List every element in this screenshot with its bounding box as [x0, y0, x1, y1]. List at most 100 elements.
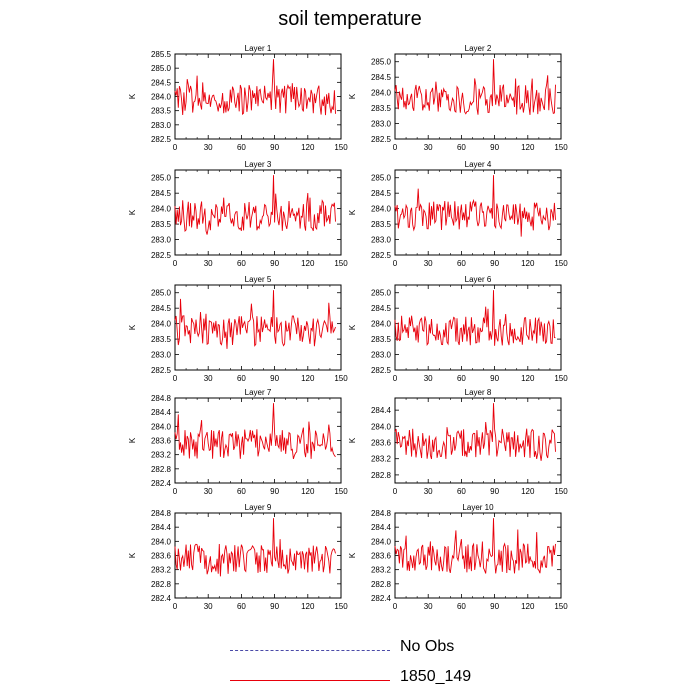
layer-6-title: Layer 6 — [465, 275, 492, 284]
layer-6-ytick-label: 285.0 — [371, 289, 392, 298]
layer-3-series-1850-149 — [174, 175, 336, 235]
layer-7-xtick-label: 120 — [301, 487, 315, 496]
layer-6-xtick-label: 0 — [393, 374, 398, 383]
layer-8-xtick-label: 60 — [457, 487, 466, 496]
layer-3-xtick-label: 120 — [301, 259, 315, 268]
layer-4-ytick-label: 282.5 — [371, 251, 392, 260]
layer-4-ytick-label: 283.0 — [371, 236, 392, 245]
layer-9-ytick-label: 282.4 — [151, 594, 172, 603]
layer-4-xtick-label: 60 — [457, 259, 466, 268]
layer-10-ytick-label: 282.8 — [371, 580, 392, 589]
layer-7-ytick-label: 282.8 — [151, 465, 172, 474]
layer-2-xtick-label: 60 — [457, 143, 466, 152]
legend-swatch-1850-149 — [230, 680, 390, 681]
legend-label-1850-149: 1850_149 — [400, 668, 472, 685]
legend-item-1850-149: 1850_149 — [230, 668, 530, 690]
layer-1-title: Layer 1 — [245, 44, 272, 53]
layer-3-ytick-label: 283.0 — [151, 236, 172, 245]
layer-7-ytick-label: 284.8 — [151, 394, 172, 403]
layer-6-xtick-label: 150 — [554, 374, 568, 383]
layer-10-ytick-label: 283.6 — [371, 552, 392, 561]
layer-5-ytick-label: 282.5 — [151, 366, 172, 375]
layer-5-ytick-label: 284.5 — [151, 304, 172, 313]
layer-6-xtick-label: 90 — [490, 374, 499, 383]
layer-10-ylabel: K — [348, 552, 357, 558]
legend-swatch-no-obs — [230, 650, 390, 651]
layer-2-xtick-label: 0 — [393, 143, 398, 152]
layer-4-ylabel: K — [348, 209, 357, 215]
layer-9-xtick-label: 60 — [237, 602, 246, 611]
layer-2-ytick-label: 283.0 — [371, 120, 392, 129]
layer-10-ytick-label: 284.4 — [371, 523, 392, 532]
layer-3-xtick-label: 60 — [237, 259, 246, 268]
layer-1-xtick-label: 90 — [270, 143, 279, 152]
layer-8-series-1850-149 — [394, 403, 556, 461]
layer-10-xtick-label: 30 — [424, 602, 433, 611]
layer-8-xtick-label: 120 — [521, 487, 535, 496]
layer-3-ytick-label: 282.5 — [151, 251, 172, 260]
layer-2-xtick-label: 120 — [521, 143, 535, 152]
layer-6-series-1850-149 — [394, 290, 556, 346]
layer-10-xtick-label: 120 — [521, 602, 535, 611]
layer-7-ylabel: K — [128, 437, 137, 443]
layer-9-xtick-label: 0 — [173, 602, 178, 611]
layer-5-ytick-label: 283.0 — [151, 351, 172, 360]
layer-2-frame — [394, 53, 562, 140]
layer-4-series-1850-149 — [394, 175, 556, 237]
layer-1-ytick-label: 282.5 — [151, 135, 172, 144]
layer-7-title: Layer 7 — [245, 388, 272, 397]
layer-3-xtick-label: 0 — [173, 259, 178, 268]
layer-10-series-1850-149 — [394, 518, 556, 574]
layer-8-xtick-label: 0 — [393, 487, 398, 496]
layer-10-xtick-label: 60 — [457, 602, 466, 611]
layer-4-xtick-label: 30 — [424, 259, 433, 268]
layer-9-ytick-label: 283.6 — [151, 552, 172, 561]
layer-2-ytick-label: 284.0 — [371, 89, 392, 98]
layer-3-ytick-label: 284.5 — [151, 189, 172, 198]
layer-4-xtick-label: 90 — [490, 259, 499, 268]
layer-9-title: Layer 9 — [245, 503, 272, 512]
layer-4-xtick-label: 0 — [393, 259, 398, 268]
layer-5-series-1850-149 — [174, 290, 336, 349]
layer-5-xtick-label: 30 — [204, 374, 213, 383]
layer-3-title: Layer 3 — [245, 160, 272, 169]
layer-1-xtick-label: 30 — [204, 143, 213, 152]
layer-9-xtick-label: 30 — [204, 602, 213, 611]
layer-1-ytick-label: 285.0 — [151, 64, 172, 73]
layer-7-xtick-label: 30 — [204, 487, 213, 496]
layer-5-xtick-label: 120 — [301, 374, 315, 383]
layer-1-ylabel: K — [128, 93, 137, 99]
layer-6-ytick-label: 284.0 — [371, 320, 392, 329]
figure-title: soil temperature — [278, 8, 422, 30]
layer-5-ytick-label: 285.0 — [151, 289, 172, 298]
layer-8-xtick-label: 30 — [424, 487, 433, 496]
layer-4-ytick-label: 285.0 — [371, 174, 392, 183]
layer-5-ytick-label: 283.5 — [151, 335, 172, 344]
layer-4-xtick-label: 120 — [521, 259, 535, 268]
layer-8-ytick-label: 282.8 — [371, 471, 392, 480]
legend-item-no-obs: No Obs — [230, 638, 530, 660]
layer-6-ytick-label: 282.5 — [371, 366, 392, 375]
layer-2-xtick-label: 30 — [424, 143, 433, 152]
layer-5-ylabel: K — [128, 324, 137, 330]
layer-8-title: Layer 8 — [465, 388, 492, 397]
layer-8-ylabel: K — [348, 437, 357, 443]
layer-6-ylabel: K — [348, 324, 357, 330]
layer-5-title: Layer 5 — [245, 275, 272, 284]
layer-7-ytick-label: 283.2 — [151, 451, 172, 460]
layer-10-xtick-label: 150 — [554, 602, 568, 611]
layer-7-xtick-label: 60 — [237, 487, 246, 496]
layer-7-series-1850-149 — [174, 403, 336, 460]
layer-8-frame — [394, 397, 562, 484]
layer-2-ytick-label: 282.5 — [371, 135, 392, 144]
layer-7-ytick-label: 282.4 — [151, 479, 172, 488]
layer-8-ytick-label: 283.6 — [371, 439, 392, 448]
layer-6-ytick-label: 284.5 — [371, 304, 392, 313]
layer-6-xtick-label: 120 — [521, 374, 535, 383]
layer-7-xtick-label: 90 — [270, 487, 279, 496]
layer-7-ytick-label: 283.6 — [151, 437, 172, 446]
layer-3-xtick-label: 30 — [204, 259, 213, 268]
layer-9-xtick-label: 150 — [334, 602, 348, 611]
layer-2-ylabel: K — [348, 93, 357, 99]
layer-9-ylabel: K — [128, 552, 137, 558]
